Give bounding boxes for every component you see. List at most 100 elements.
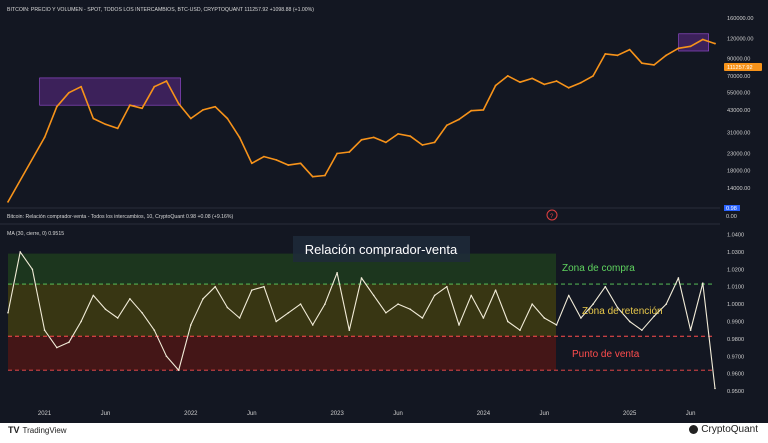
price-point (543, 83, 546, 86)
ma-point (275, 320, 277, 323)
price-point (640, 62, 643, 65)
price-point (214, 105, 217, 108)
price-point (653, 63, 655, 66)
ma-point (19, 251, 21, 253)
ma-ytick-label: 1.0300 (727, 250, 744, 256)
price-point (226, 117, 229, 120)
ma-point (263, 285, 265, 288)
ma-point (604, 285, 607, 288)
price-point (250, 162, 253, 165)
ma-point (677, 277, 680, 279)
price-badge: 111257.92 (727, 65, 753, 71)
price-point (604, 52, 607, 55)
price-point (409, 135, 412, 138)
ma-point (470, 294, 473, 297)
ma-header: MA (30, cierre, 0) 0.9515 (7, 231, 64, 237)
price-point (677, 47, 680, 50)
price-point (299, 162, 302, 165)
x-tick-label: Jun (393, 411, 403, 417)
price-point (336, 152, 339, 155)
ma-point (287, 311, 290, 314)
price-point (689, 45, 692, 48)
price-point (628, 48, 631, 51)
price-badge-bg (724, 63, 762, 71)
tradingview-label: TradingView (22, 425, 67, 435)
ma-point (31, 268, 34, 271)
ma-point (433, 294, 436, 297)
ma-point (458, 324, 460, 326)
price-point (116, 127, 119, 130)
ma-point (348, 329, 351, 331)
ma-point (543, 317, 546, 319)
ma-point (153, 329, 156, 331)
price-point (494, 84, 497, 87)
ratio-strip: Bitcoin: Relación comprador-venta - Todo… (0, 205, 740, 225)
price-point (80, 85, 83, 88)
ma-point (141, 311, 143, 314)
ma-point (714, 387, 716, 390)
zone-band (8, 336, 556, 371)
sell-zone-label: Punto de venta (572, 349, 640, 360)
price-ytick-label: 70000.00 (727, 74, 750, 80)
price-ytick-label: 23000.00 (727, 152, 750, 158)
price-point (592, 74, 595, 77)
x-tick-label: 2022 (184, 411, 198, 417)
ma-point (55, 346, 58, 349)
tradingview-logo[interactable]: TV TradingView (8, 425, 67, 435)
price-point (616, 54, 619, 57)
price-point (445, 124, 448, 127)
price-point (384, 141, 387, 144)
ratio-badge-bg (724, 205, 740, 211)
ma-point (116, 317, 119, 319)
ma-point (494, 289, 497, 291)
price-point (287, 164, 290, 166)
ma-point (360, 277, 363, 279)
buy-zone-label: Zona de compra (562, 263, 635, 274)
ma-point (43, 329, 46, 331)
price-point (701, 38, 704, 41)
price-ytick-label: 43000.00 (727, 108, 750, 114)
x-tick-label: 2023 (330, 411, 344, 417)
price-point (531, 77, 534, 80)
ma-ytick-label: 1.0200 (727, 267, 744, 273)
price-point (311, 175, 314, 178)
ma-point (104, 308, 107, 311)
ratio-badge-zero: 0.00 (726, 214, 737, 220)
ma-point (177, 369, 180, 371)
price-point (43, 136, 46, 139)
x-tick-label: Jun (247, 411, 257, 417)
ratio-header: Bitcoin: Relación comprador-venta - Todo… (7, 214, 234, 220)
ma-point (506, 320, 509, 323)
ma-point (446, 285, 448, 288)
ma-ytick-label: 1.0100 (727, 285, 744, 291)
ma-point (616, 306, 619, 309)
price-ytick-label: 14000.00 (727, 186, 750, 192)
ma-point (311, 324, 314, 326)
price-point (360, 138, 363, 141)
ma-ytick-label: 0.9700 (727, 354, 744, 360)
ma-point (80, 320, 82, 323)
ma-ytick-label: 0.9800 (727, 337, 744, 343)
ma-ytick-label: 0.9600 (727, 372, 744, 378)
ma-point (628, 320, 631, 323)
ma-point (641, 329, 643, 331)
price-point (421, 144, 424, 146)
ma-ytick-label: 1.0000 (727, 302, 744, 308)
ma-point (336, 271, 338, 274)
ma-ytick-label: 0.9500 (727, 389, 744, 395)
price-point (580, 81, 582, 84)
ma-point (238, 317, 241, 319)
price-ytick-label: 160000.00 (727, 16, 753, 22)
ma-point (567, 294, 570, 297)
ma-point (592, 303, 594, 305)
price-point (372, 136, 375, 139)
price-panel: BITCOIN: PRECIO Y VOLUMEN - SPOT, TODOS … (7, 7, 762, 203)
ma-point (92, 294, 95, 297)
cryptoquant-logo[interactable]: CryptoQuant (689, 424, 758, 435)
price-point (397, 132, 399, 135)
price-point (555, 80, 558, 82)
price-ytick-label: 90000.00 (727, 56, 750, 62)
question-mark-icon[interactable] (546, 209, 558, 221)
price-point (68, 91, 70, 94)
